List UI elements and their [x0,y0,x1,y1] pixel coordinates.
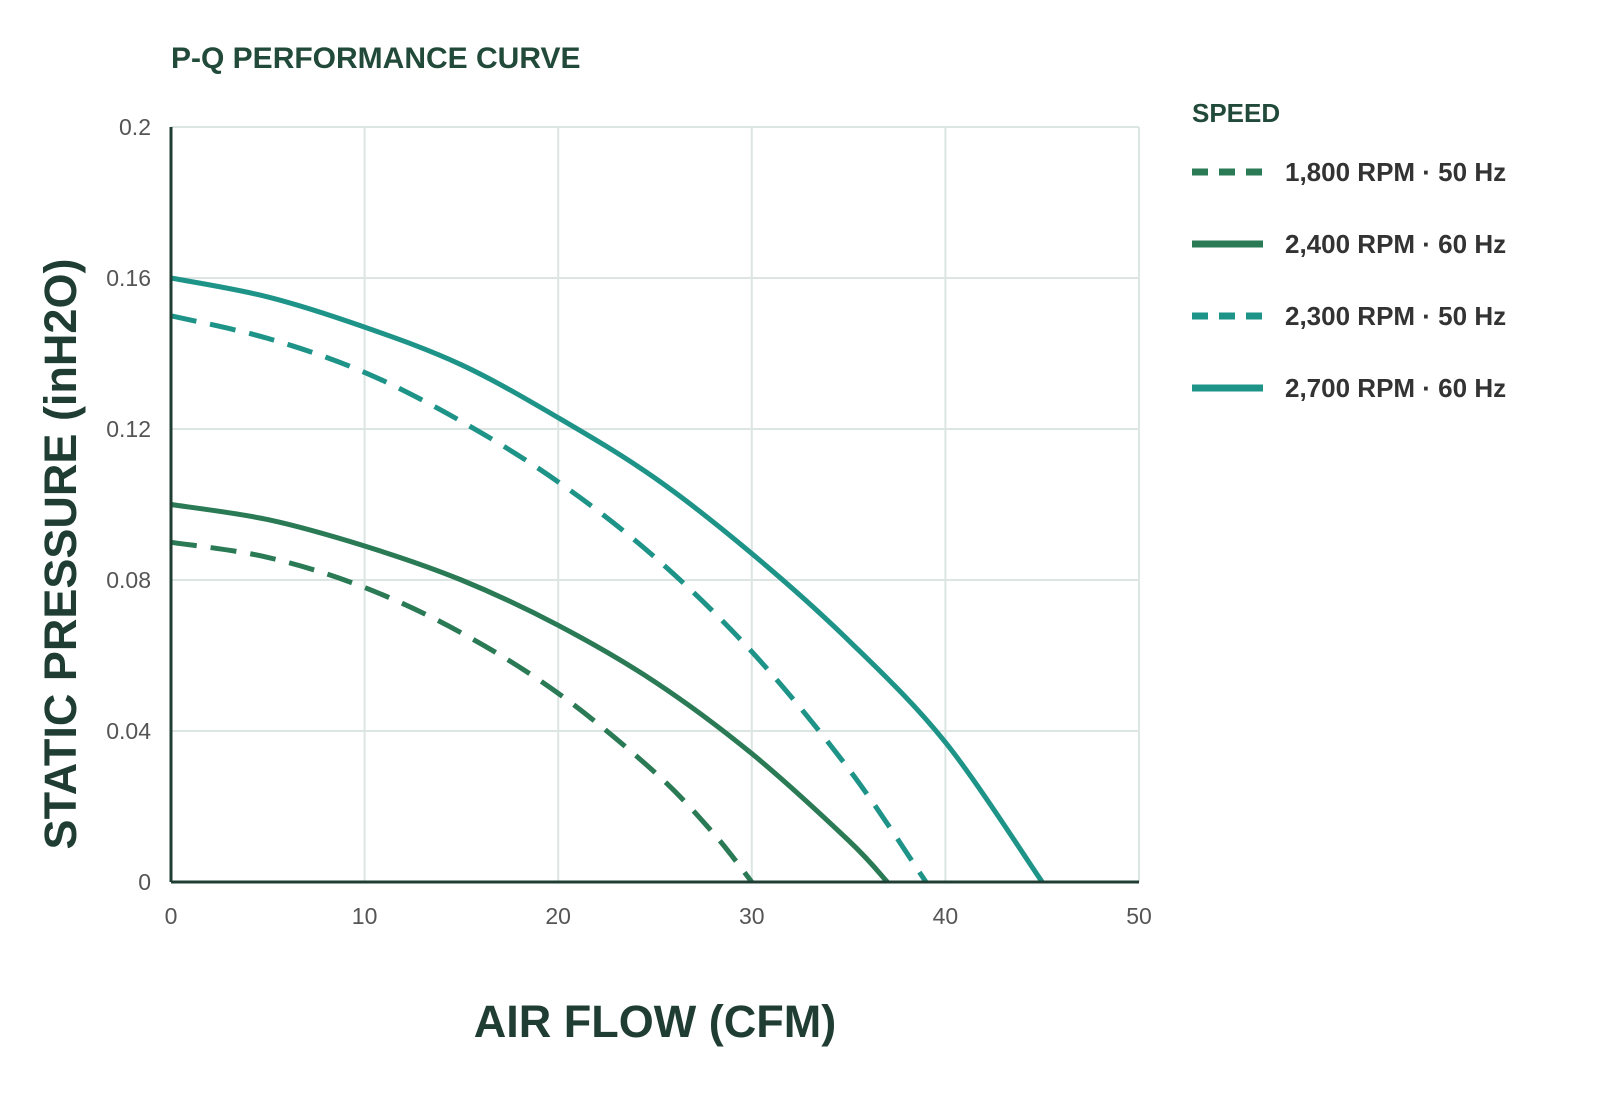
x-tick-label: 30 [739,903,765,929]
x-tick-label: 20 [545,903,571,929]
x-tick-labels: 0 10 20 30 40 50 [165,903,1152,929]
y-tick-label: 0.08 [106,567,151,593]
curves [170,275,1045,884]
grid [170,126,1140,883]
chart-title: P-Q PERFORMANCE CURVE [171,42,580,75]
x-tick-label: 50 [1126,903,1152,929]
legend-label-4: 2,700 RPM · 60 Hz [1285,373,1506,403]
series-line-4 [170,275,1045,884]
series-line-1 [170,539,754,884]
series-line-3 [170,313,929,884]
y-tick-label: 0 [138,869,151,895]
x-tick-label: 40 [933,903,959,929]
y-tick-label: 0.16 [106,265,151,291]
axes [169,127,1139,884]
y-tick-label: 0.12 [106,416,151,442]
x-tick-label: 0 [165,903,178,929]
legend-label-3: 2,300 RPM · 50 Hz [1285,301,1506,331]
y-tick-label: 0.2 [119,114,151,140]
legend: SPEED 1,800 RPM · 50 Hz 2,400 RPM · 60 Hz… [1192,98,1506,403]
y-tick-labels: 0 0.04 0.08 0.12 0.16 0.2 [106,114,151,895]
x-tick-label: 10 [352,903,378,929]
y-tick-label: 0.04 [106,718,151,744]
y-axis-title: STATIC PRESSURE (inH2O) [35,259,86,850]
legend-title: SPEED [1192,98,1280,128]
legend-label-1: 1,800 RPM · 50 Hz [1285,157,1506,187]
legend-label-2: 2,400 RPM · 60 Hz [1285,229,1506,259]
series-line-2 [170,502,890,884]
x-axis-title: AIR FLOW (CFM) [474,996,836,1047]
